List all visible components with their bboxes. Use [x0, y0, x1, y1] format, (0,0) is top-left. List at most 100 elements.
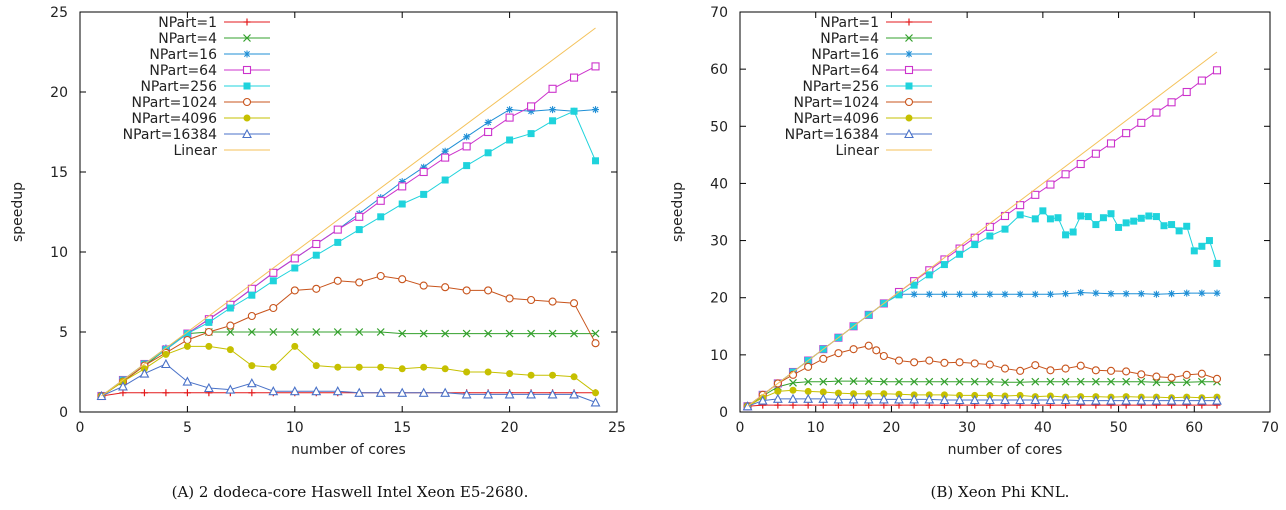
data-point — [591, 62, 600, 71]
data-point — [1181, 395, 1192, 405]
data-point — [549, 117, 557, 125]
data-point — [1168, 221, 1176, 229]
data-point — [1091, 149, 1100, 158]
data-point — [1016, 201, 1025, 210]
data-point — [1016, 378, 1025, 387]
data-point — [441, 147, 449, 155]
data-point — [1122, 129, 1131, 138]
data-point — [312, 328, 321, 336]
series-npart-16384 — [742, 393, 1222, 411]
data-point — [548, 84, 557, 93]
legend-entry: NPart=64 — [149, 63, 270, 79]
x-tick-label: 5 — [183, 420, 192, 436]
data-point — [1196, 395, 1207, 405]
data-point — [205, 342, 213, 350]
legend-label: NPart=64 — [811, 63, 879, 79]
data-point — [505, 113, 514, 122]
data-point — [397, 387, 408, 397]
data-point — [1039, 207, 1047, 215]
data-point — [569, 73, 579, 82]
data-point — [1061, 170, 1070, 179]
data-point — [895, 291, 903, 299]
series-line — [747, 380, 1217, 407]
figure-caption: (B) Xeon Phi KNL. — [931, 483, 1070, 501]
data-point — [849, 377, 858, 386]
data-point — [225, 384, 236, 394]
data-point — [269, 363, 277, 371]
series-npart-1024 — [743, 341, 1222, 411]
data-point — [910, 290, 918, 298]
data-point — [1145, 212, 1153, 220]
data-point — [290, 286, 299, 295]
data-point — [1099, 214, 1107, 222]
y-tick-label: 30 — [710, 234, 728, 250]
data-point — [804, 377, 813, 386]
legend-entry: NPart=4 — [158, 31, 270, 47]
y-tick-label: 0 — [59, 405, 68, 421]
chart-panel-2: 0 10 20 30 40 50 60 70 0 10 20 30 40 50 60 70 number of … — [670, 5, 1279, 501]
data-point — [226, 304, 234, 312]
y-tick-label: 20 — [710, 291, 728, 307]
data-point — [1151, 395, 1162, 405]
data-point — [1182, 370, 1191, 379]
legend-entry: Linear — [173, 143, 270, 159]
x-tick-label: 50 — [1110, 420, 1128, 436]
legend-swatch-marker — [904, 97, 914, 107]
data-point — [289, 386, 300, 396]
legend-entry: Linear — [835, 143, 932, 159]
data-point — [290, 254, 299, 263]
data-point — [569, 299, 579, 308]
data-point — [1197, 76, 1206, 85]
data-point — [880, 390, 888, 398]
data-point — [955, 377, 964, 386]
data-point — [547, 389, 558, 399]
data-point — [1106, 139, 1116, 148]
data-point — [548, 329, 557, 338]
data-point — [441, 153, 450, 162]
legend-label: NPart=64 — [149, 63, 217, 79]
data-point — [848, 394, 859, 404]
data-point — [1016, 290, 1024, 298]
data-point — [910, 358, 919, 367]
legend-entry: NPart=1 — [158, 15, 270, 31]
data-point — [398, 329, 407, 338]
data-point — [971, 290, 979, 298]
legend-entry: NPart=4096 — [132, 111, 270, 127]
data-point — [376, 196, 385, 205]
data-point — [484, 118, 492, 126]
data-point — [1016, 366, 1025, 375]
x-tick-label: 10 — [286, 420, 304, 436]
data-point — [804, 387, 812, 395]
data-point — [969, 394, 980, 405]
y-tick-label: 40 — [710, 176, 728, 192]
data-point — [1046, 366, 1055, 375]
data-point — [398, 275, 407, 284]
data-point — [1001, 290, 1009, 298]
data-point — [334, 238, 342, 246]
x-axis-label: number of cores — [948, 442, 1063, 458]
data-point — [205, 318, 213, 326]
data-point — [484, 329, 493, 338]
legend-swatch-marker — [243, 114, 251, 122]
y-tick-label: 50 — [710, 119, 728, 135]
legend-label: NPart=1 — [820, 15, 879, 31]
data-point — [894, 356, 904, 365]
data-point — [312, 239, 321, 249]
x-tick-label: 20 — [883, 420, 901, 436]
data-point — [1190, 247, 1198, 255]
data-point — [248, 291, 256, 299]
legend-label: Linear — [173, 143, 217, 159]
data-point — [398, 182, 407, 191]
data-point — [1213, 259, 1221, 267]
legend-label: Linear — [835, 143, 879, 159]
data-point — [398, 200, 406, 208]
series-line — [101, 392, 596, 397]
legend-entry: NPart=4 — [820, 31, 932, 47]
legend-entry: NPart=16384 — [123, 127, 270, 143]
data-point — [118, 381, 128, 391]
x-tick-label: 0 — [736, 420, 745, 436]
data-point — [1016, 211, 1024, 219]
data-point — [985, 377, 994, 386]
legend-swatch-marker — [905, 34, 913, 42]
data-point — [570, 107, 578, 115]
